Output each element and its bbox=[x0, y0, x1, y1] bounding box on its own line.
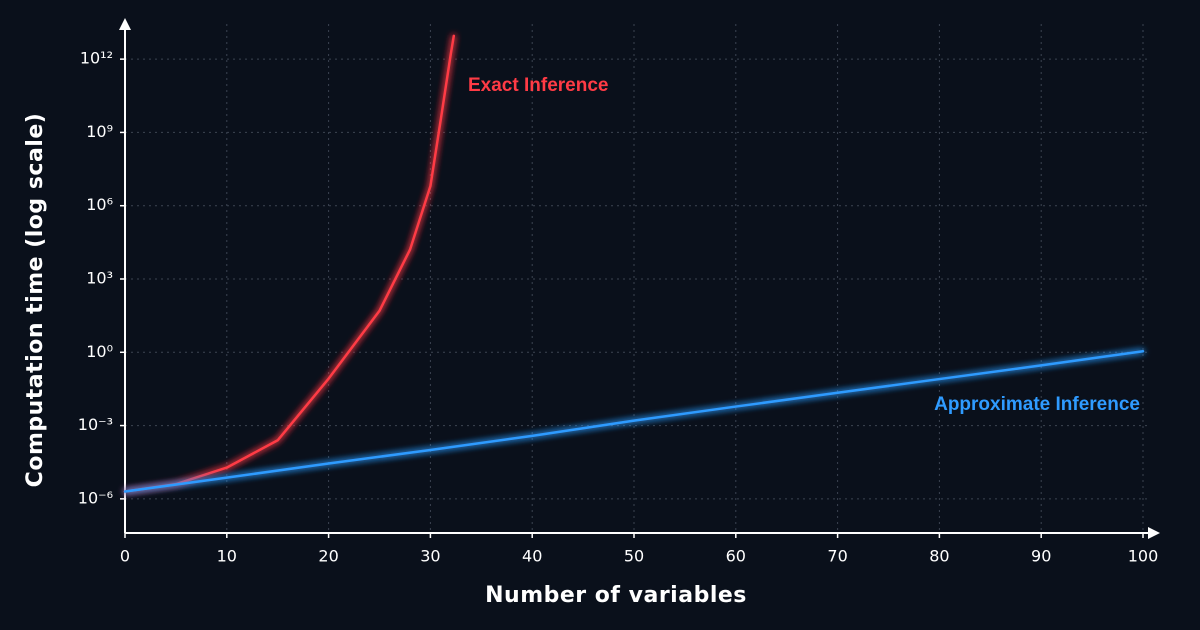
x-axis-title: Number of variables bbox=[485, 583, 747, 608]
y-tick-label: 10⁻⁶ bbox=[78, 488, 113, 507]
x-tick-label: 50 bbox=[624, 547, 644, 566]
x-tick-label: 40 bbox=[522, 547, 542, 566]
y-tick-label: 10¹² bbox=[80, 49, 113, 68]
series-line bbox=[123, 350, 1145, 493]
y-tick-label: 10⁰ bbox=[86, 342, 113, 361]
series-label: Exact Inference bbox=[468, 75, 608, 96]
y-tick-label: 10⁻³ bbox=[78, 415, 113, 434]
series-line bbox=[123, 34, 456, 493]
x-axis-arrow bbox=[1148, 527, 1160, 539]
y-axis-arrow bbox=[119, 18, 131, 30]
x-tick-label: 10 bbox=[217, 547, 237, 566]
y-tick-label: 10⁹ bbox=[86, 122, 113, 141]
x-tick-label: 0 bbox=[120, 547, 130, 566]
x-tick-label: 70 bbox=[827, 547, 847, 566]
y-tick-label: 10⁶ bbox=[86, 195, 113, 214]
y-axis-title: Computation time (log scale) bbox=[23, 113, 48, 488]
series-label: Approximate Inference bbox=[934, 394, 1140, 415]
x-tick-label: 80 bbox=[929, 547, 949, 566]
y-tick-label: 10³ bbox=[86, 268, 113, 287]
x-tick-label: 60 bbox=[726, 547, 746, 566]
x-tick-label: 100 bbox=[1128, 547, 1159, 566]
x-tick-label: 30 bbox=[420, 547, 440, 566]
x-tick-label: 90 bbox=[1031, 547, 1051, 566]
x-tick-label: 20 bbox=[318, 547, 338, 566]
grid bbox=[125, 24, 1148, 533]
